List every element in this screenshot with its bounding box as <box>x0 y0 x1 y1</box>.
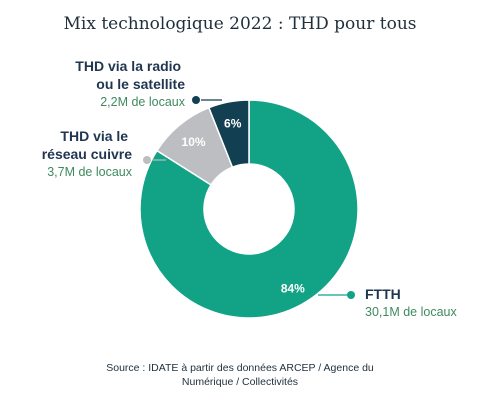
label-radio-satellite: THD via la radio ou le satellite <box>75 58 185 92</box>
slice-ftth <box>139 99 359 319</box>
slices <box>139 99 359 319</box>
value-label-ftth: 84% <box>281 282 305 296</box>
value-label-radio-satellite: 6% <box>224 117 242 131</box>
leader-cuivre-dot <box>143 156 151 164</box>
slice-radio-satellite <box>207 99 250 169</box>
chart-title: Mix technologique 2022 : THD pour tous <box>64 14 417 34</box>
leader-radio-satellite-dot <box>192 96 200 104</box>
leader-ftth-dot <box>347 291 355 299</box>
source-line-2: Numérique / Collectivités <box>182 376 298 388</box>
value-label-cuivre: 10% <box>182 135 206 149</box>
leader-lines <box>143 96 355 299</box>
sublabel-ftth: 30,1M de locaux <box>365 305 457 319</box>
sublabel-cuivre: 3,7M de locaux <box>47 165 133 179</box>
sublabel-radio-satellite: 2,2M de locaux <box>100 95 186 109</box>
source-line-1: Source : IDATE à partir des données ARCE… <box>106 362 374 374</box>
label-cuivre: THD via le réseau cuivre <box>42 128 132 162</box>
label-ftth: FTTH <box>365 286 401 302</box>
